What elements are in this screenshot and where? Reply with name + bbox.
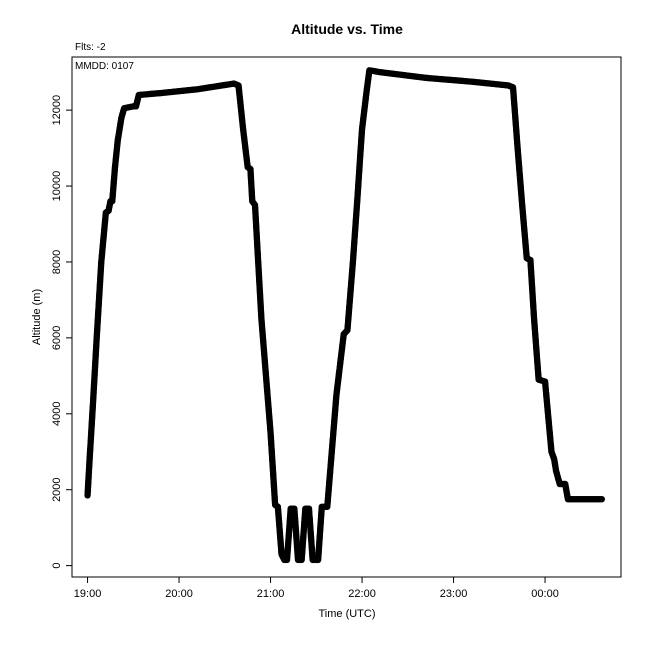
x-tick-label: 00:00 (531, 588, 559, 600)
data-points (84, 67, 605, 564)
y-tick-label: 6000 (51, 326, 63, 350)
x-axis: 19:00 20:00 21:00 22:00 23:00 00:00 (74, 576, 559, 600)
y-axis-label: Altitude (m) (31, 289, 43, 345)
x-tick-label: 21:00 (257, 588, 285, 600)
x-tick-label: 22:00 (348, 588, 376, 600)
data-point (598, 495, 605, 503)
x-tick-label: 20:00 (165, 588, 193, 600)
x-tick-label: 23:00 (440, 588, 468, 600)
y-tick-label: 2000 (51, 477, 63, 501)
flts-label: Flts: -2 (75, 42, 106, 53)
y-tick-label: 10000 (51, 171, 63, 202)
mmdd-label: MMDD: 0107 (75, 61, 134, 72)
x-axis-label: Time (UTC) (318, 608, 375, 620)
y-tick-label: 12000 (51, 95, 63, 126)
y-tick-label: 4000 (51, 402, 63, 426)
y-axis: 0 2000 4000 6000 8000 10000 12000 (51, 95, 73, 569)
y-tick-label: 0 (51, 563, 63, 569)
y-tick-label: 8000 (51, 250, 63, 274)
chart-title: Altitude vs. Time (291, 21, 403, 37)
x-tick-label: 19:00 (74, 588, 102, 600)
